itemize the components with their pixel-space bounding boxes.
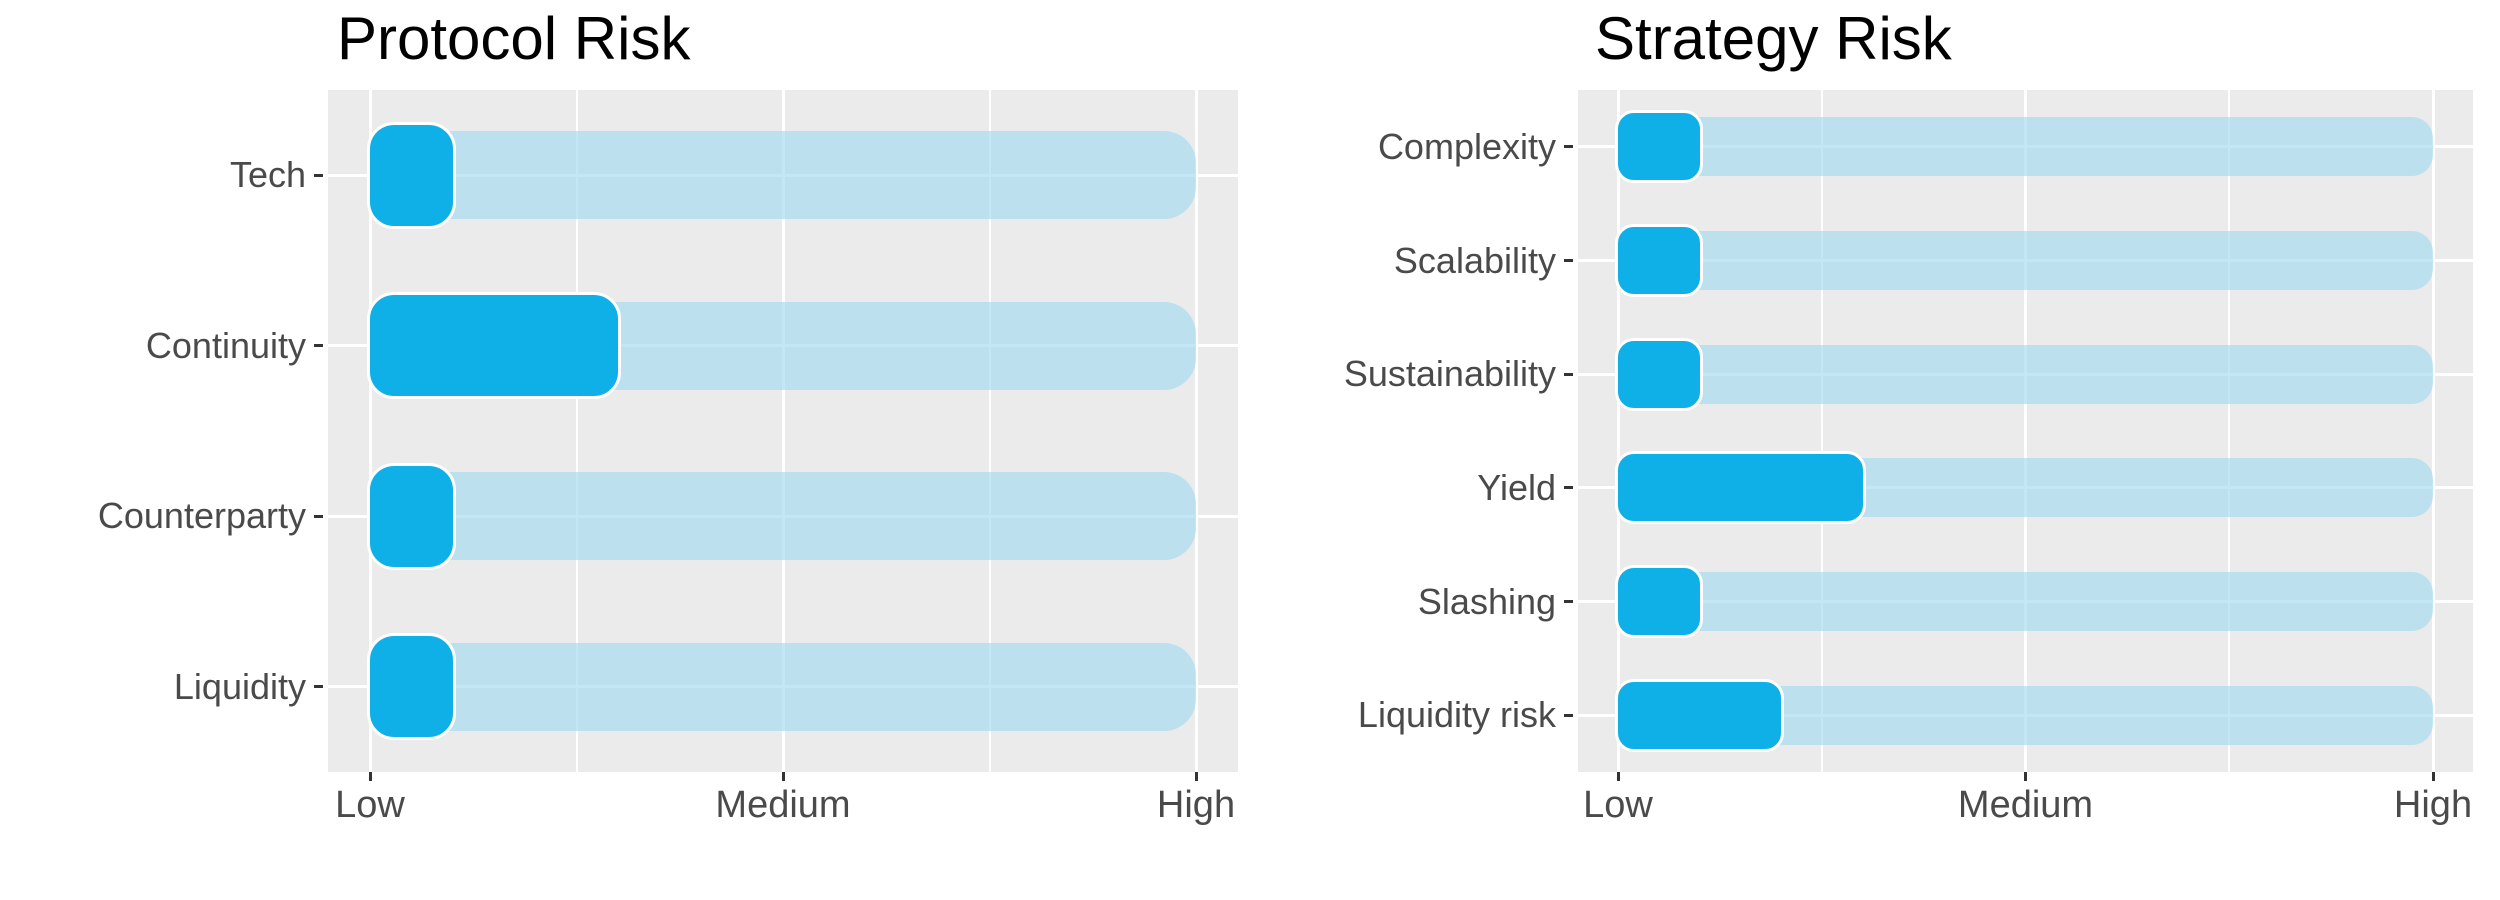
y-tick-mark <box>1564 600 1573 603</box>
bar-track <box>370 642 1196 731</box>
category-label: Scalability <box>1393 239 1556 281</box>
bar-value <box>367 121 456 229</box>
gridline-major-vertical <box>1194 90 1198 772</box>
gridline-minor-vertical <box>575 90 578 772</box>
gridline-major-vertical <box>2024 90 2027 772</box>
bar-value <box>1615 565 1703 638</box>
x-tick-mark <box>2024 772 2027 781</box>
gridline-minor-vertical <box>2228 90 2231 772</box>
gridline-major-vertical <box>1616 90 1620 772</box>
y-tick-mark <box>1564 713 1573 717</box>
gridline-minor-vertical <box>1820 90 1823 772</box>
bar-track <box>1618 572 2433 631</box>
chart-title: Protocol Risk <box>337 5 691 72</box>
x-tick-mark <box>1194 772 1198 781</box>
bar-value <box>1615 224 1703 297</box>
category-label: Sustainability <box>1343 353 1556 395</box>
category-label: Slashing <box>1417 580 1556 622</box>
category-label: Liquidity risk <box>1357 694 1556 736</box>
y-tick-mark <box>1564 486 1573 490</box>
y-tick-mark <box>314 514 323 518</box>
gridline-major-vertical <box>2431 90 2435 772</box>
bar-track <box>1618 117 2433 177</box>
x-tick-mark <box>1616 772 1620 781</box>
x-tick-label: High <box>1156 784 1236 826</box>
plot-panel <box>1578 90 2473 772</box>
bar-track <box>1618 344 2433 404</box>
x-tick-label: Medium <box>715 784 851 826</box>
bar-value <box>367 292 621 400</box>
gridline-major-vertical <box>781 90 785 772</box>
category-label: Yield <box>1477 466 1556 508</box>
category-label: Counterparty <box>97 495 306 537</box>
x-tick-mark <box>368 772 372 781</box>
y-tick-mark <box>1564 145 1573 149</box>
y-tick-mark <box>314 173 323 177</box>
x-tick-label: High <box>2393 784 2473 826</box>
strategy-risk-chart: Strategy Risk Complexity Scalability Susta… <box>1250 0 2500 900</box>
bar-value <box>1615 110 1703 184</box>
x-tick-mark <box>2431 772 2435 781</box>
y-tick-mark <box>1564 259 1573 262</box>
x-tick-label: Low <box>335 784 405 826</box>
plot-panel <box>328 90 1238 772</box>
y-tick-mark <box>314 685 323 689</box>
category-label: Tech <box>229 154 306 196</box>
x-tick-mark <box>781 772 785 781</box>
bar-value <box>1615 678 1784 752</box>
category-label: Complexity <box>1377 125 1556 167</box>
bar-value <box>367 633 456 741</box>
bar-value <box>1615 451 1866 525</box>
chart-title: Strategy Risk <box>1595 5 1952 72</box>
bar-track <box>1618 231 2433 290</box>
bar-track <box>370 472 1196 561</box>
protocol-risk-chart: Protocol Risk Tech Continuity Counterparty… <box>97 5 1238 826</box>
x-tick-label: Medium <box>1957 784 2094 826</box>
bar-value <box>367 462 456 570</box>
gridline-minor-vertical <box>988 90 991 772</box>
y-tick-mark <box>314 344 323 348</box>
y-tick-mark <box>1564 372 1573 376</box>
x-tick-label: Low <box>1583 784 1653 826</box>
gridline-major-vertical <box>368 90 372 772</box>
category-label: Continuity <box>145 324 306 366</box>
bar-track <box>370 131 1196 220</box>
bar-value <box>1615 337 1703 411</box>
category-label: Liquidity <box>173 665 306 707</box>
